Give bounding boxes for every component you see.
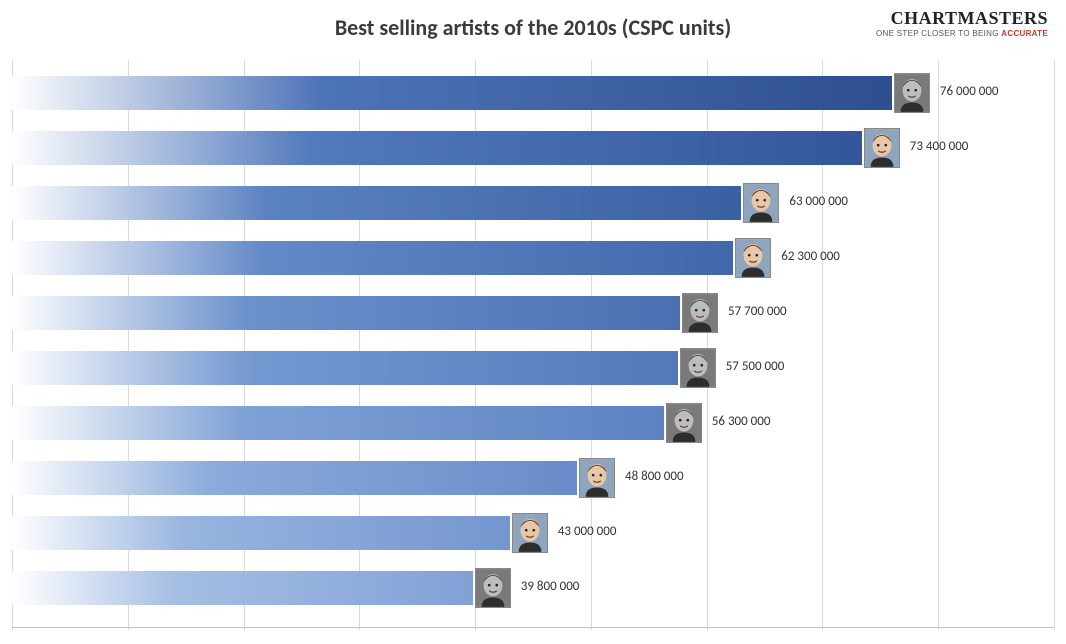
bars-layer: 76 000 000 73 400 000 63 000 000 62 300 …	[12, 60, 1054, 630]
plot-area: 76 000 000 73 400 000 63 000 000 62 300 …	[12, 60, 1054, 630]
bar	[12, 351, 678, 385]
bar-value-label: 63 000 000	[789, 194, 848, 209]
artist-thumb	[894, 73, 930, 113]
artist-thumb	[666, 403, 702, 443]
bar	[12, 296, 680, 330]
bar-row: 76 000 000	[12, 76, 1054, 110]
bar	[12, 186, 741, 220]
bar	[12, 461, 577, 495]
grid-line	[1054, 60, 1055, 630]
brand-logo-main: CHARTMASTERS	[876, 8, 1048, 29]
artist-thumb	[579, 458, 615, 498]
bar-value-label: 43 000 000	[558, 524, 617, 539]
artist-thumb	[735, 238, 771, 278]
brand-logo-sub: ONE STEP CLOSER TO BEING ACCURATE	[876, 29, 1048, 38]
bar-row: 43 000 000	[12, 516, 1054, 550]
bar	[12, 76, 892, 110]
bar-value-label: 56 300 000	[712, 414, 771, 429]
brand-logo: CHARTMASTERS ONE STEP CLOSER TO BEING AC…	[876, 8, 1048, 38]
bar	[12, 571, 473, 605]
artist-thumb	[512, 513, 548, 553]
bar	[12, 241, 733, 275]
bar-value-label: 39 800 000	[521, 579, 580, 594]
bar-row: 63 000 000	[12, 186, 1054, 220]
artist-thumb	[475, 568, 511, 608]
bar-value-label: 73 400 000	[910, 139, 969, 154]
artist-thumb	[680, 348, 716, 388]
artist-thumb	[743, 183, 779, 223]
bar-value-label: 48 800 000	[625, 469, 684, 484]
bar-value-label: 62 300 000	[781, 249, 840, 264]
bar	[12, 406, 664, 440]
bar-row: 62 300 000	[12, 241, 1054, 275]
bar-value-label: 76 000 000	[940, 84, 999, 99]
bar-value-label: 57 700 000	[728, 304, 787, 319]
bar	[12, 516, 510, 550]
bar-row: 57 500 000	[12, 351, 1054, 385]
bar-row: 57 700 000	[12, 296, 1054, 330]
bar-row: 56 300 000	[12, 406, 1054, 440]
bar-value-label: 57 500 000	[726, 359, 785, 374]
bar-row: 73 400 000	[12, 131, 1054, 165]
bar-row: 39 800 000	[12, 571, 1054, 605]
bar-row: 48 800 000	[12, 461, 1054, 495]
x-axis-line	[12, 627, 1054, 628]
bar	[12, 131, 862, 165]
artist-thumb	[682, 293, 718, 333]
artist-thumb	[864, 128, 900, 168]
